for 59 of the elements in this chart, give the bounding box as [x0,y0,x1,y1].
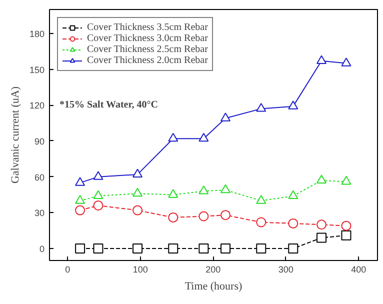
legend-label: Cover Thickness 2.5cm Rebar [87,44,208,55]
point [132,244,142,254]
x-tick-label: 0 [65,264,70,274]
point [168,244,178,254]
point [256,195,266,204]
point [316,232,326,243]
y-tick-label: 150 [29,64,45,75]
point [198,244,209,254]
point [93,200,104,211]
point [288,100,298,110]
annotation: *15% Salt Water, 40°C [60,100,158,110]
point [316,174,326,184]
point [220,112,230,122]
point [75,244,86,254]
point [168,212,178,222]
point [132,205,142,216]
point [288,244,298,254]
point [341,220,352,231]
point [75,205,86,216]
y-axis-title: Galvanic current (uA) [9,86,22,184]
point [93,171,104,180]
x-axis-title: Time (hours) [184,280,243,292]
point [198,132,209,142]
point [168,132,178,142]
y-tick-label: 30 [34,208,45,218]
y-tick-label: 180 [29,28,45,39]
x-tick-label: 300 [278,264,294,274]
x-tick-label: 100 [132,264,148,274]
point [256,103,266,112]
point [288,190,298,200]
point [198,185,209,194]
legend-label: Cover Thickness 2.0cm Rebar [87,55,208,66]
y-tick-label: 0 [39,244,45,254]
legend-label: Cover Thickness 3.0cm Rebar [87,33,208,44]
point [220,210,230,220]
point [168,189,178,198]
point [132,188,142,197]
point [132,168,142,178]
x-tick-label: 400 [351,264,366,274]
point [341,230,352,240]
point [93,244,104,254]
point [341,58,352,66]
point [220,244,230,254]
point [256,244,266,254]
point [316,220,326,230]
point [75,177,86,186]
y-tick-label: 120 [29,100,45,111]
point [341,176,352,185]
y-tick-label: 90 [34,136,45,146]
point [316,55,326,64]
point [288,218,298,228]
point [256,217,266,228]
point [75,195,86,204]
x-tick-label: 200 [206,264,221,274]
point [198,211,209,222]
point [220,184,230,194]
y-tick-label: 60 [34,172,45,182]
point [93,190,104,200]
legend-label: Cover Thickness 3.5cm Rebar [87,22,208,33]
